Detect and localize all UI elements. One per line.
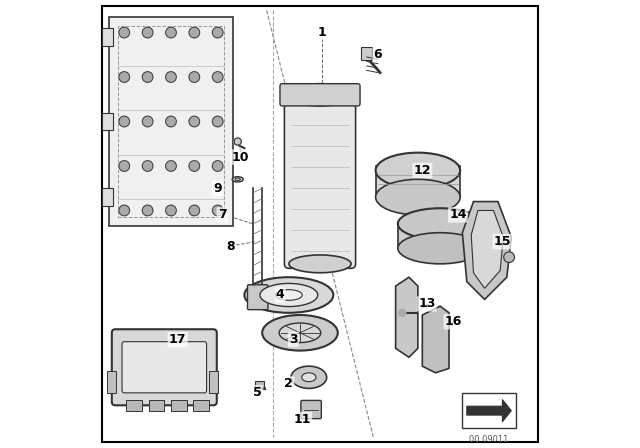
Circle shape [189,72,200,82]
Bar [193,400,209,411]
Ellipse shape [235,178,241,181]
Polygon shape [422,306,449,373]
Bar [118,26,225,217]
Ellipse shape [291,366,326,388]
Circle shape [166,27,176,38]
Circle shape [142,161,153,171]
FancyBboxPatch shape [376,166,460,197]
Circle shape [504,252,515,263]
FancyBboxPatch shape [122,342,207,393]
Text: 4: 4 [276,289,284,302]
Text: 13: 13 [418,297,435,310]
Circle shape [212,72,223,82]
Circle shape [166,116,176,127]
Circle shape [119,116,130,127]
FancyBboxPatch shape [109,17,233,226]
Text: 12: 12 [413,164,431,177]
Circle shape [166,205,176,216]
Ellipse shape [376,179,460,215]
Bar [148,400,164,411]
Bar [108,370,116,393]
Polygon shape [467,400,511,422]
Circle shape [119,72,130,82]
Bar [127,400,142,411]
FancyBboxPatch shape [362,47,372,60]
Bar [102,112,113,130]
Circle shape [234,138,241,145]
Ellipse shape [262,315,338,351]
Ellipse shape [244,277,333,313]
Text: 10: 10 [231,151,249,164]
FancyBboxPatch shape [280,84,360,106]
FancyBboxPatch shape [301,401,321,418]
Ellipse shape [260,284,318,306]
Bar [102,188,113,206]
Text: 16: 16 [445,315,462,328]
Ellipse shape [398,208,483,239]
FancyBboxPatch shape [248,285,268,310]
Circle shape [119,205,130,216]
Circle shape [399,309,406,316]
Circle shape [189,161,200,171]
Text: 11: 11 [294,413,311,426]
Circle shape [189,116,200,127]
Polygon shape [396,277,418,357]
Ellipse shape [275,290,302,300]
Ellipse shape [398,233,483,264]
Text: 5: 5 [253,386,262,399]
Text: 1: 1 [318,26,326,39]
Ellipse shape [376,153,460,188]
Ellipse shape [289,255,351,273]
Text: 9: 9 [213,182,222,195]
Circle shape [166,161,176,171]
Circle shape [142,205,153,216]
Text: 3: 3 [289,333,298,346]
FancyBboxPatch shape [112,329,217,405]
Circle shape [142,27,153,38]
Circle shape [119,27,130,38]
Text: 8: 8 [227,240,236,253]
Circle shape [212,205,223,216]
Circle shape [189,205,200,216]
Circle shape [212,27,223,38]
Polygon shape [471,211,503,289]
Ellipse shape [279,323,321,343]
Bar [171,400,186,411]
Circle shape [166,72,176,82]
Text: 14: 14 [449,208,467,221]
Circle shape [142,72,153,82]
Text: 15: 15 [493,235,511,248]
Text: 7: 7 [218,208,227,221]
Bar [102,28,113,46]
Bar [209,370,218,393]
FancyBboxPatch shape [255,381,264,388]
FancyBboxPatch shape [398,222,483,248]
Circle shape [189,27,200,38]
Bar [462,393,516,428]
Ellipse shape [302,373,316,382]
Circle shape [212,116,223,127]
Circle shape [212,161,223,171]
FancyBboxPatch shape [284,90,356,268]
Ellipse shape [289,84,351,106]
Text: 00 09011: 00 09011 [469,435,509,444]
Text: 17: 17 [169,333,186,346]
Circle shape [142,116,153,127]
Text: 2: 2 [285,378,293,391]
Circle shape [119,161,130,171]
Polygon shape [462,202,511,299]
Text: 6: 6 [374,48,382,61]
Ellipse shape [232,177,243,182]
